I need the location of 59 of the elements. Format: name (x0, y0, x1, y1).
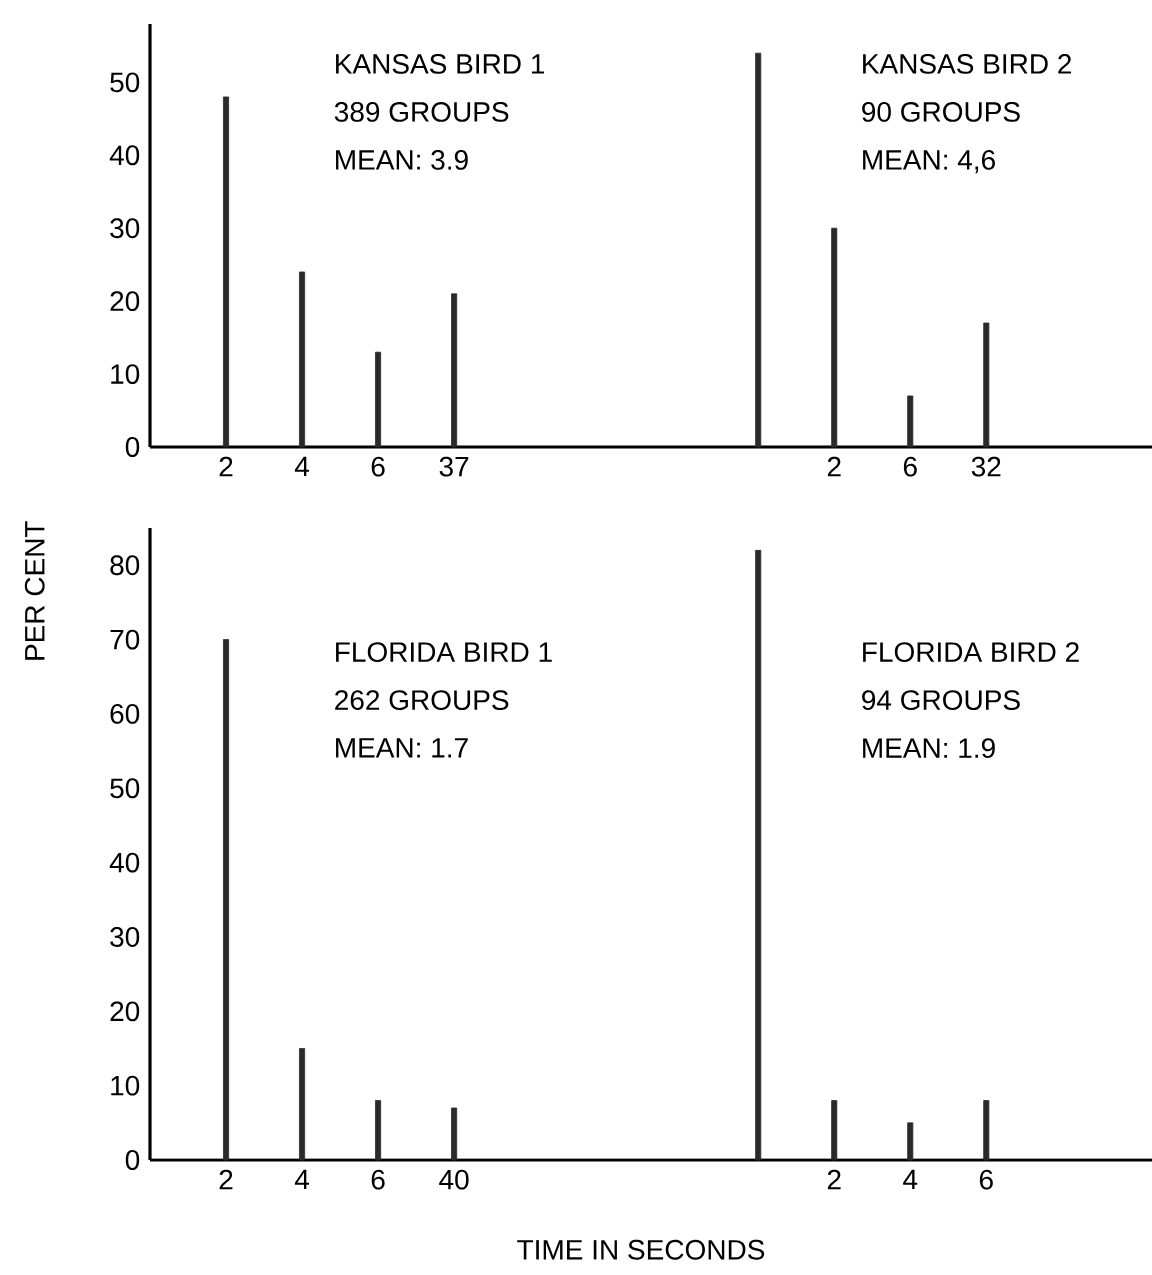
bar (755, 52, 762, 448)
bar (831, 1100, 838, 1161)
x-tick-label: 37 (439, 456, 469, 477)
y-tick-label: 10 (111, 364, 140, 384)
x-tick-label: 6 (979, 1169, 993, 1190)
y-axis-title: PER CENT (24, 521, 45, 660)
x-tick-label: 2 (219, 456, 233, 477)
bar (375, 1100, 382, 1161)
y-tick-label: 0 (125, 1150, 140, 1170)
bar (831, 227, 838, 448)
annotation: 389 GROUPS (334, 102, 509, 122)
x-tick-label: 4 (903, 1169, 918, 1190)
bar (299, 271, 306, 448)
y-tick-label: 70 (110, 629, 140, 650)
x-axis-title: TIME IN SECONDS (517, 1239, 765, 1260)
bar (755, 549, 762, 1161)
y-tick-label: 30 (110, 218, 140, 239)
bar (451, 293, 458, 448)
x-tick-label: 2 (827, 456, 841, 477)
x-tick-label: 4 (294, 1169, 310, 1190)
x-tick-label: 6 (371, 456, 385, 477)
annotation: KANSAS BIRD 2 (863, 54, 1072, 74)
annotation: MEAN: 1.7 (336, 738, 468, 758)
annotation: 90 GROUPS (862, 102, 1020, 122)
bar (907, 395, 914, 448)
annotation: 262 GROUPS (335, 690, 509, 711)
x-tick-label: 32 (971, 456, 1001, 477)
y-tick-label: 60 (110, 703, 140, 724)
y-tick-label: 80 (110, 555, 140, 576)
annotation: MEAN: 4,6 (863, 150, 995, 174)
y-tick-label: 10 (111, 1075, 140, 1096)
annotation: 94 GROUPS (862, 690, 1020, 711)
y-tick-label: 50 (110, 778, 140, 799)
annotation: MEAN: 1.9 (863, 738, 995, 759)
bar (907, 1122, 914, 1161)
y-tick-label: 30 (110, 927, 140, 947)
y-tick-label: 40 (109, 145, 140, 166)
bar (223, 639, 230, 1161)
bar (451, 1107, 458, 1161)
bar (983, 1100, 990, 1161)
x-tick-label: 6 (371, 1169, 385, 1190)
annotation: MEAN: 3.9 (336, 150, 468, 170)
annotation: KANSAS BIRD 1 (336, 54, 544, 74)
y-tick-label: 40 (109, 852, 140, 873)
y-tick-label: 0 (125, 437, 140, 457)
x-tick-label: 4 (294, 456, 310, 477)
y-tick-label: 20 (110, 1001, 140, 1022)
x-tick-label: 2 (827, 1169, 841, 1190)
x-tick-label: 6 (903, 456, 917, 477)
bar (299, 1048, 306, 1161)
bar (983, 322, 990, 448)
y-tick-label: 20 (110, 291, 140, 312)
bar (375, 351, 382, 448)
y-tick-label: 50 (110, 72, 140, 93)
x-tick-label: 2 (219, 1169, 233, 1190)
bar (223, 96, 230, 448)
x-tick-label: 40 (439, 1169, 469, 1190)
annotation: FLORIDA BIRD 2 (863, 642, 1079, 663)
annotation: FLORIDA BIRD 1 (336, 642, 552, 663)
